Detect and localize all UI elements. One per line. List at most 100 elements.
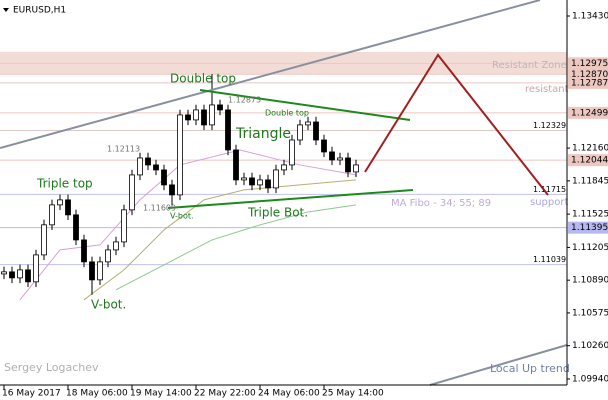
- candle-body: [81, 239, 87, 263]
- x-tick-label: 19 May 14:00: [130, 389, 192, 399]
- candle-body: [57, 199, 63, 206]
- y-tick-label: 1.11205: [572, 243, 608, 253]
- y-tick-label: 1.11845: [572, 176, 608, 186]
- marks: [1, 73, 359, 301]
- candle-body: [345, 157, 351, 173]
- y-tick-label: 1.12160: [572, 144, 608, 154]
- annotation: Double top: [265, 109, 309, 118]
- candle-body: [281, 164, 287, 171]
- moving-average: [83, 179, 357, 301]
- candle-body: [97, 261, 103, 281]
- annotation: Triple Bot.: [247, 206, 308, 220]
- candle-body: [169, 184, 175, 196]
- annotation: Resistant Zone: [492, 60, 567, 71]
- annotation: Local Up trend: [490, 362, 570, 375]
- candle-body: [177, 114, 183, 196]
- x-tick-label: 16 May 2017: [2, 389, 61, 399]
- y-tick-label: 1.13430: [572, 12, 608, 22]
- level-box-label: 1.12499: [571, 108, 608, 118]
- level-label: 1.11039: [533, 255, 566, 264]
- level-box-label: 1.12975: [571, 59, 608, 69]
- menu-arrow: [3, 8, 9, 12]
- candle-body: [193, 109, 199, 121]
- candle-body: [241, 177, 247, 181]
- candle-body: [305, 121, 311, 126]
- candle-body: [1, 271, 7, 275]
- candle-body: [153, 164, 159, 171]
- candle-body: [33, 254, 39, 283]
- candle-body: [129, 174, 135, 211]
- annotation: 1.12873: [228, 96, 261, 105]
- candle-body: [121, 209, 127, 243]
- candle-body: [65, 199, 71, 216]
- annotation: Double top: [170, 72, 236, 86]
- candle-body: [89, 261, 95, 281]
- level-box-label: 1.12044: [571, 156, 608, 166]
- y-tick-label: 1.11525: [572, 210, 608, 220]
- projection: [364, 53, 549, 196]
- candle-body: [201, 109, 207, 126]
- annotations: Double top Double top Triangle Triple to…: [4, 60, 570, 375]
- candle-body: [225, 109, 231, 151]
- candle-body: [289, 139, 295, 166]
- level-box-label: 1.12787: [571, 78, 608, 88]
- level-box-label: 1.11395: [571, 223, 608, 233]
- x-tick-label: 25 May 14:00: [322, 389, 384, 399]
- candle-body: [209, 104, 215, 126]
- candle-body: [273, 169, 279, 189]
- x-tick-label: 24 May 06:00: [258, 389, 320, 399]
- y-tick-label: 1.10260: [572, 341, 608, 351]
- candle-body: [137, 157, 143, 176]
- candle-body: [145, 157, 151, 166]
- annotation: Triangle: [235, 126, 291, 142]
- triangle-top: [199, 89, 411, 121]
- channel-upper: [0, 0, 541, 149]
- annotation: resistant: [525, 84, 569, 95]
- channel-lower: [429, 344, 568, 386]
- candle-body: [73, 214, 79, 241]
- triangle-bottom: [167, 189, 414, 209]
- candle-body: [257, 179, 263, 186]
- annotation: Sergey Logachev: [4, 361, 99, 374]
- candle-body: [249, 177, 255, 186]
- y-tick-label: 1.10890: [572, 276, 608, 286]
- candle-body: [321, 139, 327, 153]
- level-box: [568, 76, 608, 89]
- annotation: Triple top: [36, 177, 93, 191]
- candle-body: [265, 179, 271, 189]
- candle-body: [17, 269, 23, 279]
- candle-body: [217, 104, 223, 111]
- annotation: support: [530, 197, 568, 208]
- candle-body: [353, 164, 359, 173]
- annotation: MA Fibo - 34; 55; 89: [391, 198, 491, 209]
- candle-body: [25, 269, 31, 283]
- level-box-label: 1.12870: [571, 70, 608, 80]
- candle-body: [9, 271, 15, 279]
- levels: 1.12329 1.11715 1.11039: [0, 51, 567, 266]
- level-box: [568, 106, 608, 119]
- x-tick-label: 22 May 22:00: [194, 389, 256, 399]
- chart-title: EURUSD,H1: [13, 6, 66, 16]
- candle-body: [233, 149, 239, 181]
- annotation: V-bot.: [170, 212, 194, 221]
- level-box: [568, 57, 608, 70]
- annotation: 1.11609: [143, 204, 176, 213]
- moving-average: [115, 204, 357, 291]
- annotation: 1.12113: [107, 145, 140, 154]
- annotation: V-bot.: [91, 298, 126, 312]
- x-tick-label: 18 May 06:00: [66, 389, 128, 399]
- level-label: 1.12329: [533, 121, 566, 130]
- candle-body: [161, 169, 167, 186]
- candle-body: [49, 204, 55, 226]
- level-box: [568, 154, 608, 167]
- candle-body: [297, 124, 303, 141]
- y-tick-label: 1.09940: [572, 374, 608, 384]
- candle-body: [41, 224, 47, 256]
- candle-body: [337, 157, 343, 161]
- candle-body: [329, 151, 335, 161]
- y-tick-label: 1.10575: [572, 308, 608, 318]
- candle-body: [113, 241, 119, 251]
- candle-body: [313, 121, 319, 141]
- candle-body: [105, 249, 111, 263]
